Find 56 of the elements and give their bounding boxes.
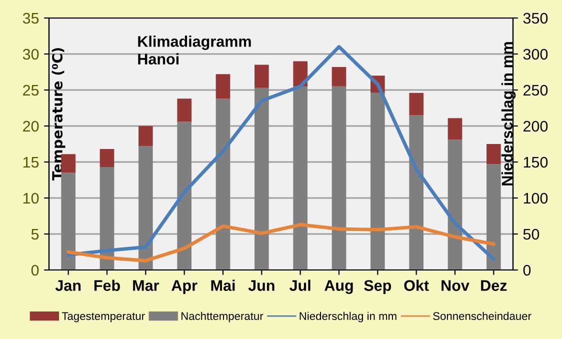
bar: [216, 74, 230, 99]
bar: [486, 144, 501, 164]
y-tick-label: 0: [31, 264, 39, 276]
bar: [254, 88, 269, 270]
x-tick-label: Aug: [324, 280, 353, 294]
y-tick-label: 5: [31, 229, 39, 240]
legend-label: Tagestemperatur: [62, 312, 145, 322]
bar: [138, 126, 153, 146]
bar: [448, 140, 462, 270]
x-tick-label: Mar: [133, 280, 160, 291]
x-tick-label: Jan: [55, 280, 81, 291]
bar: [332, 86, 346, 270]
bar: [100, 149, 114, 168]
x-tick-label: Nov: [442, 280, 470, 291]
bar: [448, 118, 462, 140]
y-tick-label: 30: [22, 48, 39, 60]
bar: [486, 164, 501, 270]
legend-label: Nachttemperatur: [181, 312, 264, 322]
line-series: [66, 222, 496, 262]
y2-tick-label: 200: [523, 120, 548, 132]
y2-tick-label: 250: [523, 84, 548, 96]
y-tick-label: 10: [23, 192, 39, 204]
bar: [138, 146, 153, 270]
y-tick-label: 20: [23, 120, 39, 132]
y2-tick-label: 50: [523, 228, 540, 240]
bar: [216, 98, 230, 270]
y2-tick-label: 350: [523, 12, 548, 24]
bar: [370, 92, 385, 270]
y-tick-label: 25: [23, 84, 39, 96]
bar: [409, 92, 424, 116]
x-tick-label: Okt: [404, 280, 429, 291]
y2-tick-label: 100: [524, 192, 548, 204]
y-axis-title: Temperature (⁰C): [52, 48, 66, 181]
x-tick-label: Jun: [248, 280, 274, 291]
x-tick-label: Feb: [94, 280, 120, 291]
y2-tick-label: 150: [524, 156, 548, 168]
legend-label: Sonnenscheindauer: [433, 312, 532, 320]
bar: [100, 167, 114, 270]
y2-axis-title: Niederschlag in mm: [501, 42, 516, 186]
y-tick-label: 15: [23, 157, 39, 168]
x-tick-label: Mai: [211, 280, 235, 291]
x-tick-label: Sep: [364, 280, 392, 294]
text: Klimadiagramm Hanoi: [138, 36, 251, 64]
bar: [332, 66, 346, 86]
y2-tick-label: 300: [523, 48, 548, 60]
bar: [177, 122, 192, 270]
bar: [409, 115, 424, 270]
legend-label: Niederschlag in mm: [300, 312, 396, 322]
y2-tick-label: 0: [523, 264, 531, 276]
bar: [177, 98, 192, 122]
x-tick-label: Jul: [290, 280, 310, 291]
y-tick-label: 35: [22, 12, 39, 24]
bar: [293, 86, 308, 270]
x-tick-label: Apr: [172, 280, 198, 294]
bar: [254, 64, 269, 88]
x-tick-label: Dez: [481, 280, 507, 291]
